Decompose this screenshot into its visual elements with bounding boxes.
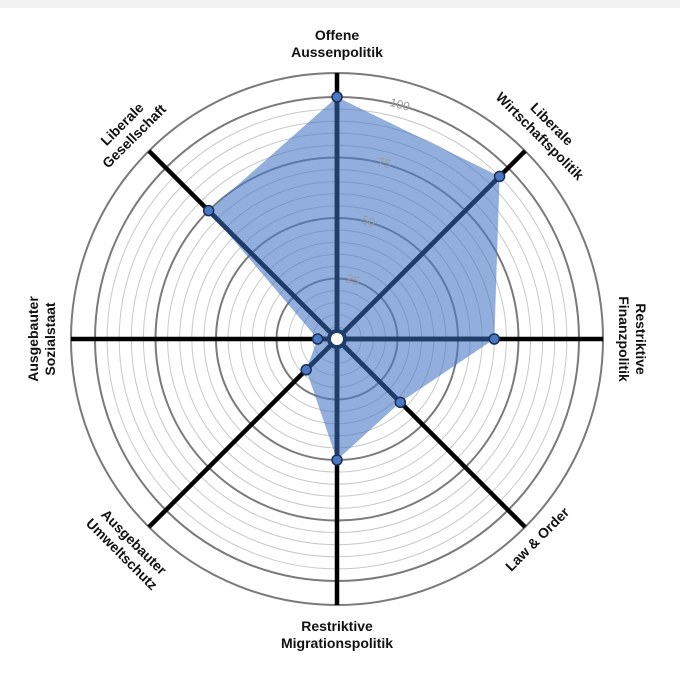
axis-label-line: Aussenpolitik <box>291 44 383 60</box>
data-point <box>493 170 506 183</box>
value-spoke <box>335 337 402 404</box>
axis-label-line: Restriktive <box>633 303 649 375</box>
tick-label: 100 <box>388 95 411 114</box>
axis-label-line: Ausgebauter <box>25 296 41 382</box>
data-point <box>394 396 407 409</box>
data-point <box>300 364 312 376</box>
data-point <box>202 204 215 217</box>
chart-frame: 25 50 75 100 Offene Aussenpolitik Liberale Wirt… <box>0 8 680 673</box>
value-spoke <box>335 174 502 341</box>
tick-label: 25 <box>345 271 362 288</box>
axis-label-line: Finanzpolitik <box>616 296 632 382</box>
tick-label: 75 <box>376 154 393 171</box>
axis-label-line: Restriktive <box>301 618 373 634</box>
center-hub <box>327 329 347 349</box>
axis-label-line: Offene <box>315 27 360 43</box>
data-point <box>331 91 343 103</box>
axis-label-line: Sozialstaat <box>42 302 58 375</box>
value-spoke <box>207 209 339 341</box>
axis-label: Ausgebauter Sozialstaat <box>25 296 58 382</box>
data-point <box>331 454 343 466</box>
tick-label: 50 <box>360 213 377 230</box>
radar-chart: 255075100OffeneAussenpolitikLiberaleWirt… <box>25 27 649 651</box>
data-area <box>208 97 500 460</box>
data-point <box>488 333 501 345</box>
data-point <box>311 333 324 345</box>
axis-label-line: Migrationspolitik <box>281 635 393 651</box>
